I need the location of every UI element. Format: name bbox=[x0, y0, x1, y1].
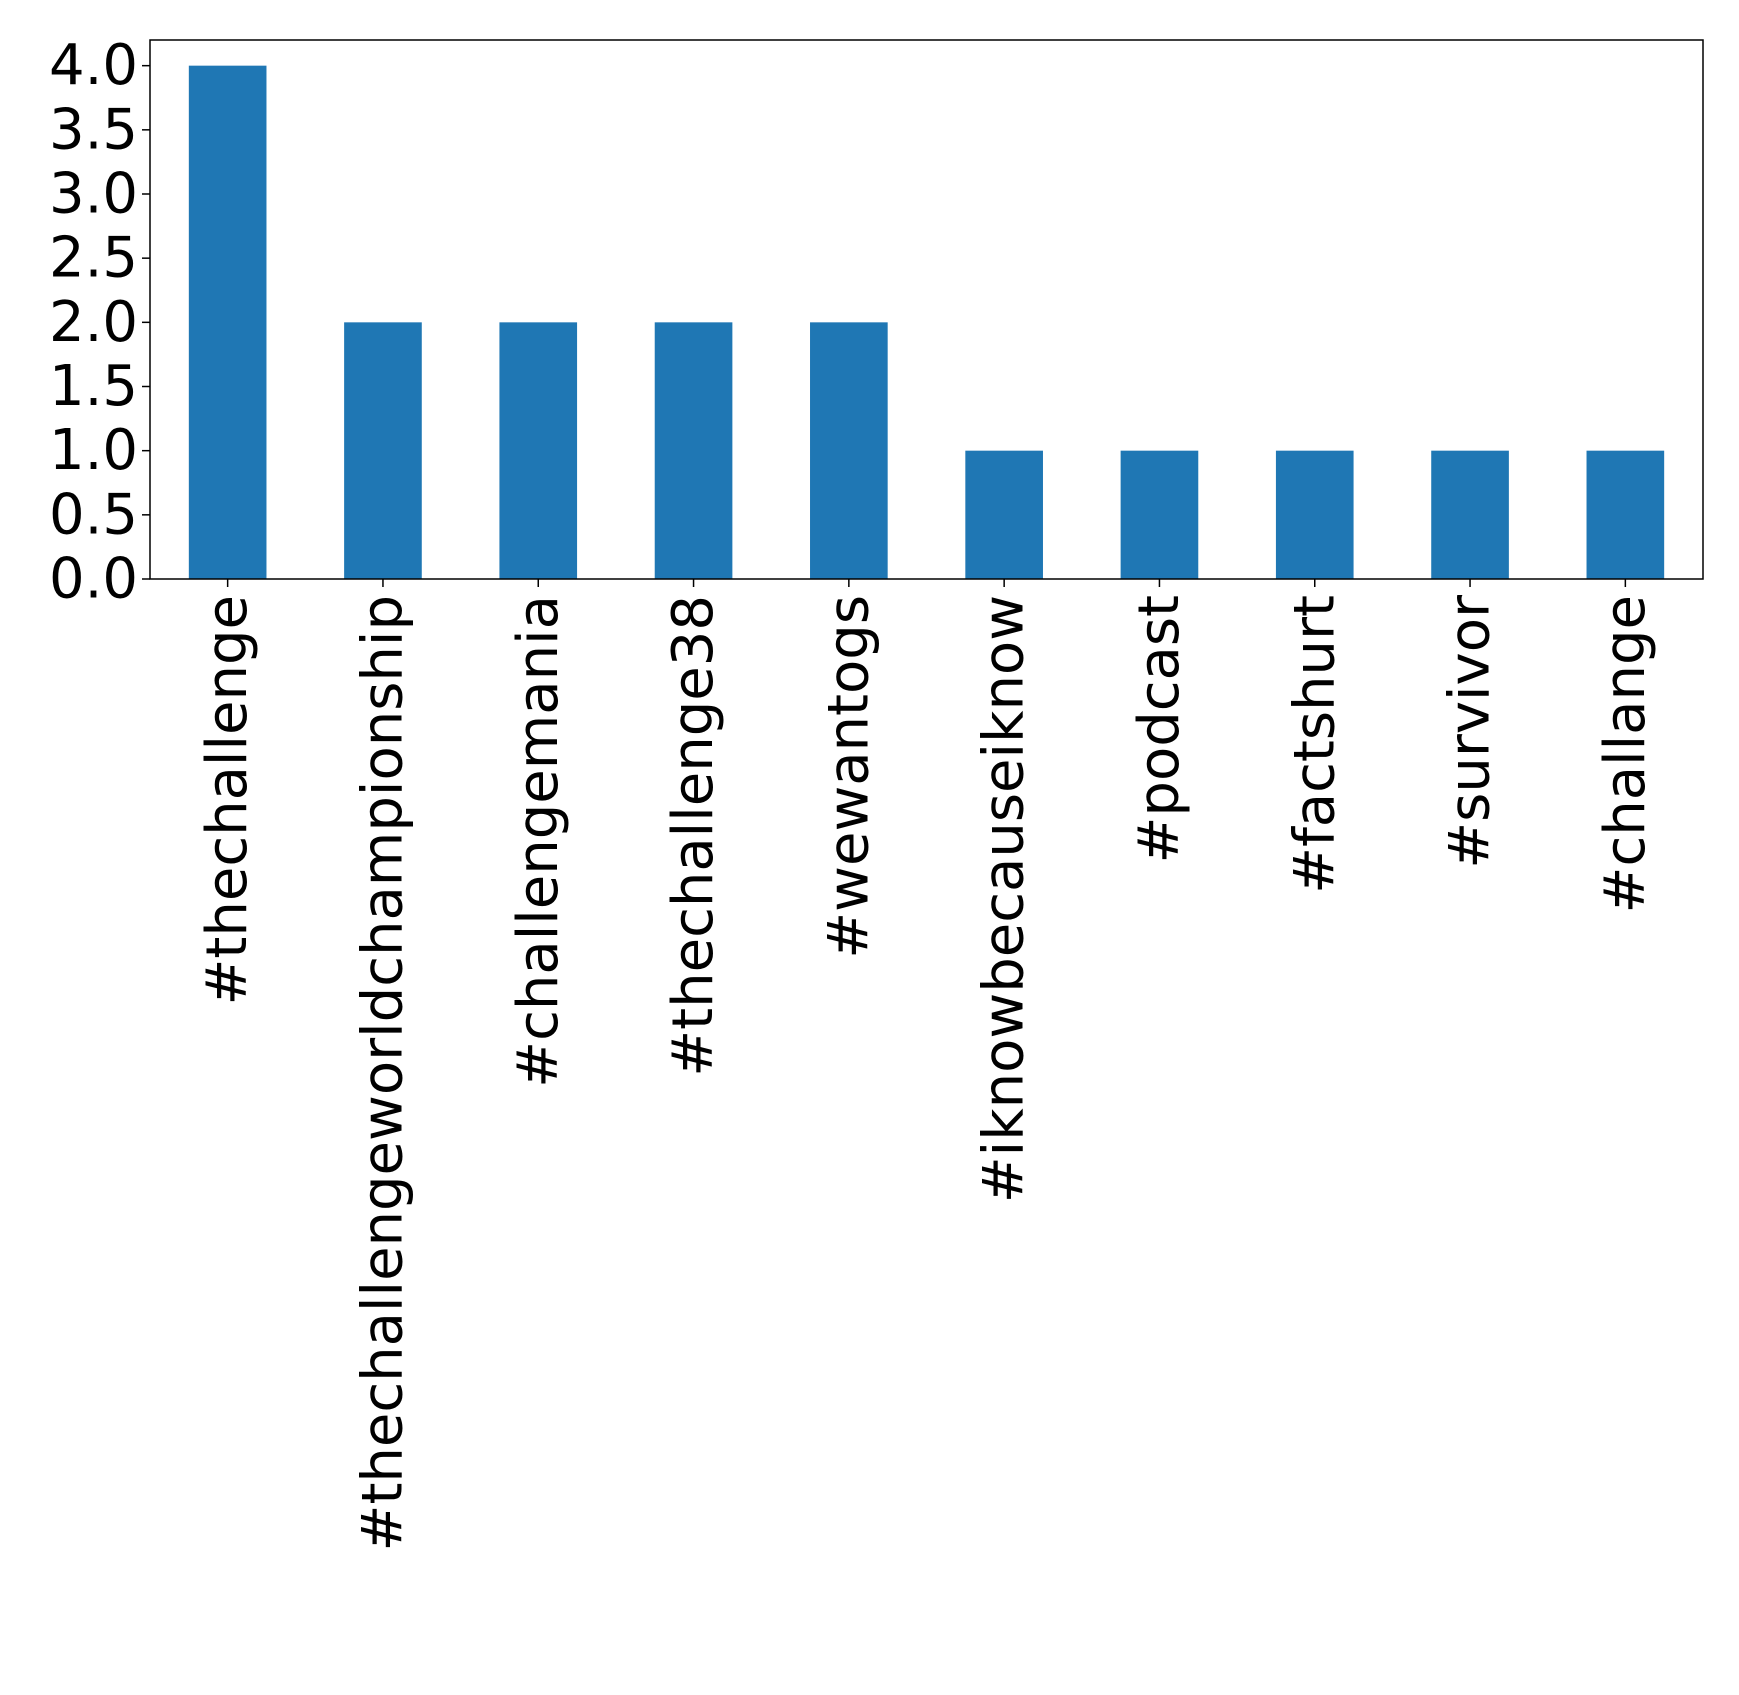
x-tick-label-5: #iknowbecauseiknow bbox=[972, 595, 1037, 1203]
bars-group bbox=[188, 65, 1665, 579]
x-tick-label-8: #survivor bbox=[1438, 594, 1503, 869]
y-tick-label-5: 2.5 bbox=[49, 226, 138, 291]
bar-6 bbox=[1120, 450, 1199, 579]
bar-3 bbox=[654, 322, 733, 579]
y-tick-label-7: 3.5 bbox=[49, 97, 138, 162]
bar-1 bbox=[344, 322, 422, 579]
bar-8 bbox=[1431, 450, 1509, 579]
bar-0 bbox=[188, 65, 267, 579]
bar-2 bbox=[499, 322, 578, 579]
x-tick-label-7: #factshurt bbox=[1282, 595, 1347, 894]
x-tick-label-2: #challengemania bbox=[506, 595, 571, 1088]
y-tick-label-4: 2.0 bbox=[49, 290, 138, 355]
bar-4 bbox=[810, 322, 888, 579]
x-tick-label-0: #thechallenge bbox=[195, 595, 260, 1005]
x-tick-label-4: #wewantogs bbox=[816, 595, 881, 959]
plot-frame bbox=[149, 39, 1704, 580]
x-tick-label-6: #podcast bbox=[1127, 595, 1192, 864]
x-tick-label-3: #thechallenge38 bbox=[661, 595, 726, 1077]
bar-5 bbox=[965, 450, 1043, 579]
y-axis: 0.00.51.01.52.02.53.03.54.0 bbox=[49, 33, 150, 612]
y-tick-label-2: 1.0 bbox=[49, 418, 138, 483]
y-tick-label-8: 4.0 bbox=[49, 33, 138, 98]
bar-9 bbox=[1586, 450, 1665, 579]
y-tick-label-6: 3.0 bbox=[49, 162, 138, 227]
y-tick-label-1: 0.5 bbox=[49, 482, 138, 547]
y-tick-label-0: 0.0 bbox=[49, 547, 138, 612]
x-tick-label-9: #challange bbox=[1593, 595, 1658, 913]
x-tick-label-1: #thechallengeworldchampionship bbox=[350, 595, 415, 1551]
y-tick-label-3: 1.5 bbox=[49, 354, 138, 419]
x-axis: #thechallenge #thechallengeworldchampions… bbox=[195, 579, 1658, 1551]
bar-7 bbox=[1275, 450, 1354, 579]
